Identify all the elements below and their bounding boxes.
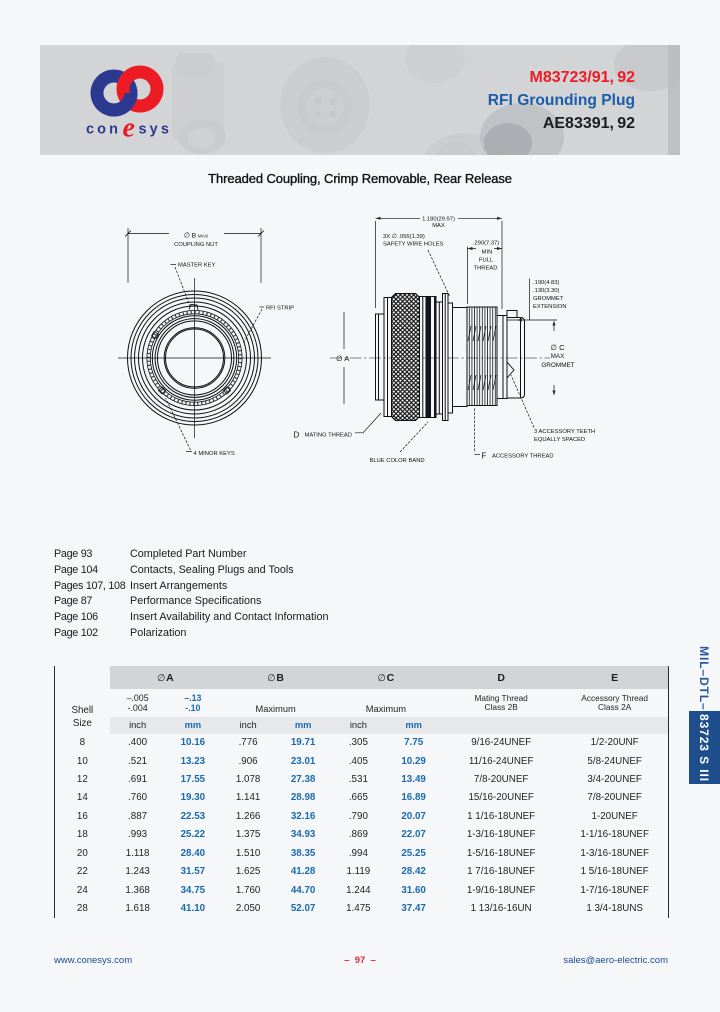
svg-text:MAX: MAX bbox=[551, 353, 564, 360]
svg-text:∅ B MAX: ∅ B MAX bbox=[184, 233, 209, 240]
svg-text:SAFETY WIRE HOLES: SAFETY WIRE HOLES bbox=[383, 242, 444, 248]
svg-text:∅ C: ∅ C bbox=[550, 343, 565, 352]
svg-text:MATING THREAD: MATING THREAD bbox=[305, 433, 352, 439]
svg-text:.290(7.37): .290(7.37) bbox=[473, 241, 499, 247]
svg-text:EQUALLY SPACED: EQUALLY SPACED bbox=[534, 437, 585, 443]
svg-text:RFI STRIP: RFI STRIP bbox=[266, 306, 294, 312]
svg-text:e: e bbox=[123, 113, 135, 144]
svg-text:.190(4.83): .190(4.83) bbox=[533, 280, 559, 286]
svg-text:F: F bbox=[482, 452, 487, 461]
svg-text:∅ A: ∅ A bbox=[336, 354, 350, 363]
svg-text:3X ∅ .055(1.39): 3X ∅ .055(1.39) bbox=[383, 233, 425, 240]
svg-text:GROMMET: GROMMET bbox=[541, 362, 574, 369]
svg-text:D: D bbox=[294, 431, 300, 440]
svg-text:3 ACCESSORY TEETH: 3 ACCESSORY TEETH bbox=[534, 429, 595, 435]
svg-text:4 MINOR KEYS: 4 MINOR KEYS bbox=[194, 451, 235, 457]
svg-text:con: con bbox=[86, 122, 121, 138]
svg-text:THREAD: THREAD bbox=[474, 266, 498, 272]
svg-text:BLUE COLOR BAND: BLUE COLOR BAND bbox=[370, 458, 425, 464]
svg-text:MIN: MIN bbox=[482, 250, 493, 256]
svg-text:.130(3.30): .130(3.30) bbox=[533, 288, 559, 294]
svg-text:MAX: MAX bbox=[432, 223, 445, 229]
svg-text:ACCESSORY THREAD: ACCESSORY THREAD bbox=[492, 454, 554, 460]
svg-text:EXTENSION: EXTENSION bbox=[533, 304, 567, 310]
svg-text:sys: sys bbox=[139, 122, 173, 138]
svg-text:MASTER KEY: MASTER KEY bbox=[178, 263, 215, 269]
svg-text:1.180(29.97): 1.180(29.97) bbox=[422, 216, 455, 222]
svg-text:COUPLING NUT: COUPLING NUT bbox=[174, 242, 218, 248]
svg-text:GROMMET: GROMMET bbox=[533, 296, 564, 302]
svg-text:FULL: FULL bbox=[479, 258, 494, 264]
